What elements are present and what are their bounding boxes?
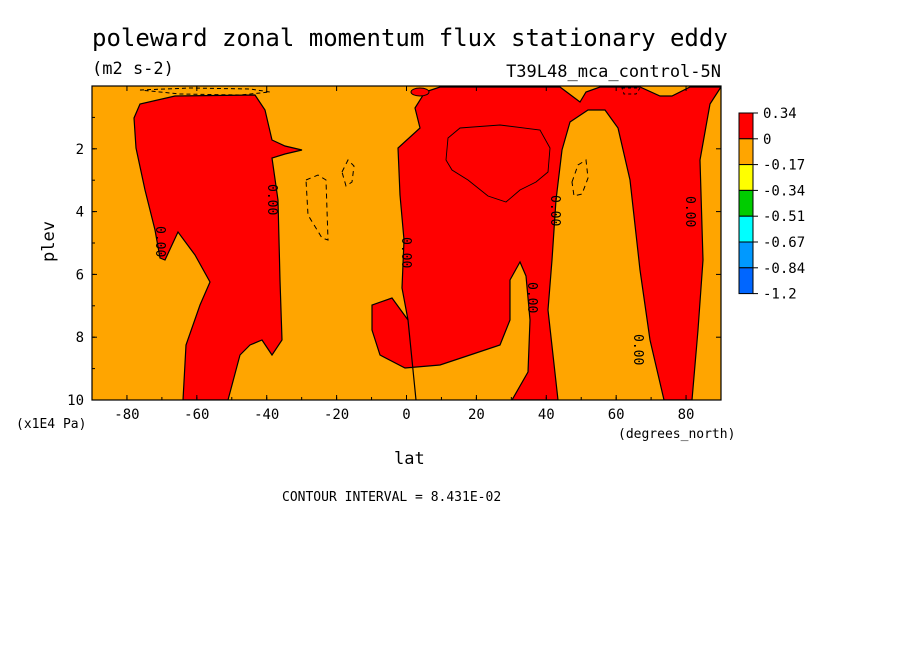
y-axis-unit: (x1E4 Pa) xyxy=(16,417,86,432)
colorbar-swatch xyxy=(738,241,754,269)
x-tick-label: 60 xyxy=(608,407,625,423)
zero-label: 0.00 xyxy=(524,282,539,313)
x-tick-label: 20 xyxy=(468,407,485,423)
colorbar-swatch xyxy=(738,164,754,191)
positive-region-eq xyxy=(371,86,721,400)
colorbar-label: 0 xyxy=(763,132,771,148)
positive-region-sh-midlat xyxy=(133,94,303,400)
colorbar-swatch xyxy=(738,138,754,166)
contour-interval: CONTOUR INTERVAL = 8.431E-02 xyxy=(282,490,501,505)
x-tick-label: -40 xyxy=(254,407,279,423)
colorbar-swatch xyxy=(738,189,754,217)
colorbar-swatch xyxy=(738,112,754,140)
negative-contour-3 xyxy=(571,159,589,197)
negative-contour-top xyxy=(139,87,271,96)
y-axis: 2 4 6 8 10 xyxy=(67,116,721,409)
x-tick-label: 80 xyxy=(678,407,695,423)
x-tick-label: -80 xyxy=(114,407,139,423)
colorbar-swatch xyxy=(738,215,754,243)
zero-label: 0.00 xyxy=(398,237,413,268)
y-tick-label: 10 xyxy=(67,393,84,409)
x-tick-label: 0 xyxy=(402,407,410,423)
colorbar-swatch xyxy=(738,267,754,295)
zero-label: 0.00 xyxy=(682,196,697,227)
x-tick-label: -20 xyxy=(324,407,349,423)
zero-labels: 0.00 0.00 0.00 0.00 0.00 0.00 0.00 xyxy=(152,184,697,365)
zero-label: 0.00 xyxy=(264,184,279,215)
positive-blob-top xyxy=(410,87,430,97)
y-tick-label: 4 xyxy=(76,205,84,221)
negative-contour-2 xyxy=(341,159,355,187)
chart-units: (m2 s-2) xyxy=(92,59,174,79)
colorbar: 0.34 0 -0.17 -0.34 -0.51 -0.67 -0.84 -1.2 xyxy=(738,106,805,303)
y-axis-title: plev xyxy=(39,221,59,262)
negative-contour-1 xyxy=(305,174,329,241)
zero-label: 0.00 xyxy=(630,334,645,365)
colorbar-label: -0.67 xyxy=(763,235,805,251)
plot-area: 0.00 0.00 0.00 0.00 0.00 0.00 0.00 xyxy=(92,86,721,400)
x-tick-label: 40 xyxy=(538,407,555,423)
x-tick-label: -60 xyxy=(184,407,209,423)
colorbar-label: -0.51 xyxy=(763,209,805,225)
x-axis: -80 -60 -40 -20 0 20 40 60 80 xyxy=(91,86,722,423)
y-tick-label: 2 xyxy=(76,142,84,158)
zero-label: 0.00 xyxy=(152,226,167,257)
colorbar-label: 0.34 xyxy=(763,106,797,122)
zero-label: 0.00 xyxy=(547,195,562,226)
negative-contour-top-2 xyxy=(621,87,641,95)
colorbar-label: -0.34 xyxy=(763,183,805,199)
x-axis-title: lat xyxy=(394,449,425,469)
contour-high-region xyxy=(445,124,551,203)
chart-title: poleward zonal momentum flux stationary … xyxy=(92,24,728,52)
run-label: T39L48_mca_control-5N xyxy=(506,62,721,82)
colorbar-label: -0.84 xyxy=(763,261,805,277)
colorbar-label: -0.17 xyxy=(763,158,805,174)
colorbar-label: -1.2 xyxy=(763,287,797,303)
y-tick-label: 6 xyxy=(76,267,84,283)
y-tick-label: 8 xyxy=(76,330,84,346)
x-axis-unit: (degrees_north) xyxy=(618,427,735,442)
